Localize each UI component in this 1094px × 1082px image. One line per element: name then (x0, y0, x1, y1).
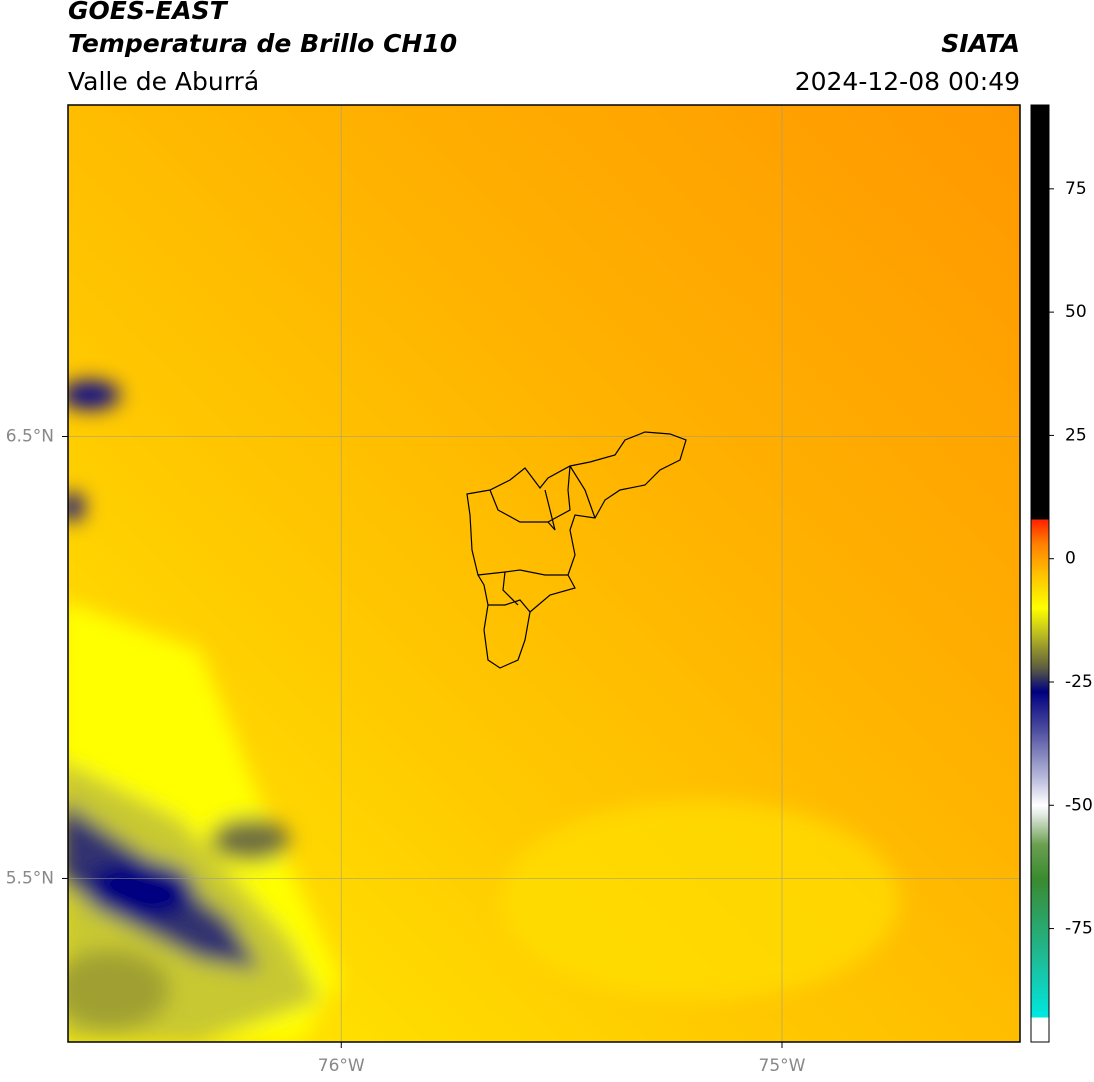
source: SIATA (941, 29, 1020, 58)
graticule (68, 105, 1020, 1042)
colorbar-tick-label: 0 (1065, 549, 1076, 569)
subtitle: Temperatura de Brillo CH10 (68, 29, 457, 58)
colorbar-tick-label: -50 (1065, 795, 1093, 815)
satellite-image (68, 105, 1020, 1042)
colorbar-tick-label: 75 (1065, 179, 1087, 199)
colorbar-fill (1030, 104, 1050, 1043)
municipality-boundaries (466, 431, 687, 669)
colorbar-tick-label: 25 (1065, 425, 1087, 445)
title: GOES-EAST (68, 0, 229, 25)
cold-clouds (68, 381, 900, 1042)
x-tick-label: 76°W (318, 1056, 365, 1076)
colorbar-tick-label: -25 (1065, 672, 1093, 692)
y-tick-label: 6.5°N (6, 426, 54, 446)
colorbar-tick-label: 50 (1065, 302, 1087, 322)
colorbar: -75 -50 -25 0 25 50 75 (1030, 104, 1093, 1043)
colorbar-tick-label: -75 (1065, 919, 1093, 939)
region: Valle de Aburrá (68, 67, 259, 96)
y-tick-label: 5.5°N (6, 868, 54, 888)
x-tick-label: 75°W (759, 1056, 806, 1076)
timestamp: 2024-12-08 00:49 (795, 67, 1020, 96)
map-frame (67, 104, 1021, 1043)
